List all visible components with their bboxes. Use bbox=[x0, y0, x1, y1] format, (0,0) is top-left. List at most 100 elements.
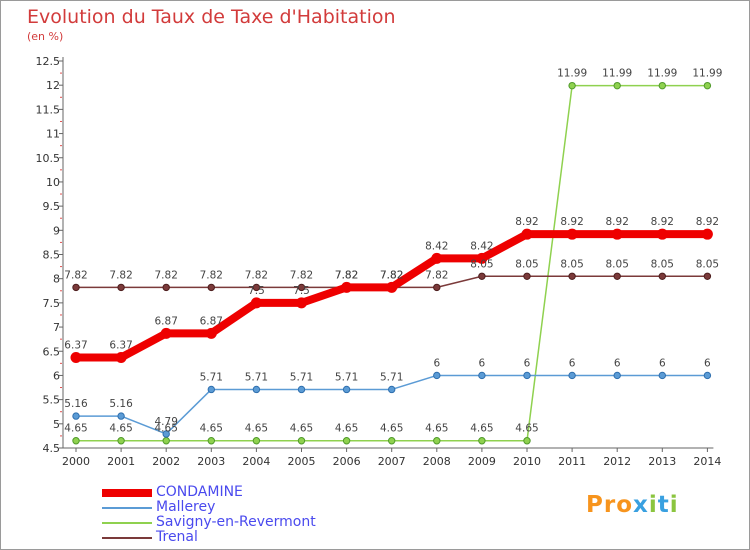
y-tick-label: 9 bbox=[53, 224, 60, 237]
x-tick-label: 2000 bbox=[62, 455, 90, 468]
data-label: 4.65 bbox=[155, 423, 178, 435]
data-point bbox=[703, 81, 712, 90]
data-label: 8.92 bbox=[606, 216, 629, 228]
data-point bbox=[117, 283, 125, 292]
logo-letter: P bbox=[586, 492, 604, 518]
x-tick-label: 2003 bbox=[197, 455, 225, 468]
data-point bbox=[297, 283, 306, 292]
data-label: 11.99 bbox=[602, 68, 632, 80]
x-tick-label: 2007 bbox=[378, 455, 406, 468]
data-point bbox=[207, 437, 216, 445]
legend-item: Mallerey bbox=[102, 500, 316, 515]
data-point bbox=[207, 283, 216, 292]
data-label: 7.82 bbox=[200, 269, 223, 281]
data-label: 7.82 bbox=[380, 269, 403, 281]
data-point bbox=[386, 281, 398, 293]
data-point bbox=[656, 228, 668, 240]
data-label: 6 bbox=[659, 357, 666, 369]
data-label: 8.05 bbox=[560, 258, 583, 270]
data-point bbox=[566, 228, 578, 240]
data-point bbox=[433, 371, 441, 380]
data-label: 7.82 bbox=[290, 269, 313, 281]
data-point bbox=[523, 437, 531, 445]
x-tick-label: 2004 bbox=[242, 455, 270, 468]
data-point bbox=[115, 352, 127, 364]
logo-letter: x bbox=[633, 492, 649, 518]
data-label: 11.99 bbox=[692, 68, 722, 80]
data-label: 7.82 bbox=[425, 269, 448, 281]
x-tick-label: 2011 bbox=[558, 455, 586, 468]
data-point bbox=[476, 252, 488, 264]
data-point bbox=[297, 385, 306, 394]
logo-letter: o bbox=[616, 492, 634, 518]
data-label: 8.92 bbox=[560, 216, 583, 228]
data-label: 11.99 bbox=[557, 68, 587, 80]
data-label: 5.16 bbox=[109, 398, 133, 410]
data-label: 4.79 bbox=[155, 416, 178, 428]
data-label: 8.42 bbox=[425, 240, 448, 252]
data-label: 7.5 bbox=[293, 285, 310, 297]
data-label: 4.65 bbox=[470, 423, 493, 435]
data-label: 6.37 bbox=[109, 340, 132, 352]
data-point bbox=[117, 412, 125, 420]
data-label: 8.05 bbox=[696, 258, 719, 270]
x-tick-label: 2008 bbox=[423, 455, 451, 468]
data-label: 7.82 bbox=[155, 269, 178, 281]
data-point bbox=[205, 327, 217, 339]
legend: CONDAMINE Mallerey Savigny-en-Revermont Tre… bbox=[102, 485, 316, 545]
data-label: 8.92 bbox=[696, 216, 719, 228]
y-tick-label: 6 bbox=[53, 369, 60, 382]
data-point bbox=[568, 371, 576, 380]
legend-swatch bbox=[102, 536, 152, 539]
legend-item: Trenal bbox=[102, 530, 316, 545]
data-label: 8.05 bbox=[470, 258, 493, 270]
x-tick-label: 2009 bbox=[468, 455, 496, 468]
data-label: 4.65 bbox=[200, 423, 223, 435]
y-tick-label: 4.5 bbox=[43, 442, 61, 455]
x-tick-label: 2014 bbox=[693, 455, 721, 468]
data-point bbox=[611, 228, 623, 240]
proxiti-logo: Proxiti bbox=[586, 492, 679, 518]
data-point bbox=[252, 385, 261, 394]
data-label: 6 bbox=[524, 357, 531, 369]
data-point bbox=[250, 297, 262, 309]
data-label: 4.65 bbox=[290, 423, 313, 435]
data-point bbox=[252, 283, 261, 292]
data-point bbox=[162, 437, 170, 445]
x-tick-label: 2013 bbox=[648, 455, 676, 468]
data-point bbox=[72, 283, 80, 292]
data-label: 5.71 bbox=[380, 371, 403, 383]
data-label: 11.99 bbox=[647, 68, 677, 80]
data-point bbox=[703, 272, 712, 280]
y-tick-label: 9.5 bbox=[43, 200, 61, 213]
legend-label: Mallerey bbox=[156, 499, 216, 515]
legend-label: Trenal bbox=[156, 529, 198, 545]
data-point bbox=[162, 430, 170, 438]
data-label: 7.82 bbox=[245, 269, 268, 281]
legend-item: Savigny-en-Revermont bbox=[102, 515, 316, 530]
series-line-condamine bbox=[72, 230, 712, 362]
x-tick-label: 2002 bbox=[152, 455, 180, 468]
y-tick-label: 7.5 bbox=[43, 297, 61, 310]
data-point bbox=[341, 281, 353, 293]
data-label: 5.71 bbox=[290, 371, 313, 383]
data-point bbox=[613, 272, 621, 280]
data-label: 6 bbox=[569, 357, 576, 369]
data-point bbox=[70, 352, 82, 364]
data-label: 5.71 bbox=[200, 371, 223, 383]
data-point bbox=[433, 283, 441, 292]
data-label: 6 bbox=[614, 357, 621, 369]
data-label: 4.65 bbox=[515, 423, 538, 435]
y-tick-label: 6.5 bbox=[43, 345, 61, 358]
y-tick-label: 5.5 bbox=[43, 394, 61, 407]
logo-letter: i bbox=[669, 492, 679, 518]
data-point bbox=[72, 437, 80, 445]
data-label: 6.37 bbox=[64, 340, 87, 352]
data-label: 7.82 bbox=[64, 269, 87, 281]
logo-letter: t bbox=[657, 492, 670, 518]
chart-title: Evolution du Taux de Taxe d'Habitation bbox=[27, 6, 396, 28]
data-point bbox=[568, 272, 576, 280]
y-tick-label: 8.5 bbox=[43, 249, 61, 262]
chart-unit-label: (en %) bbox=[27, 30, 64, 43]
